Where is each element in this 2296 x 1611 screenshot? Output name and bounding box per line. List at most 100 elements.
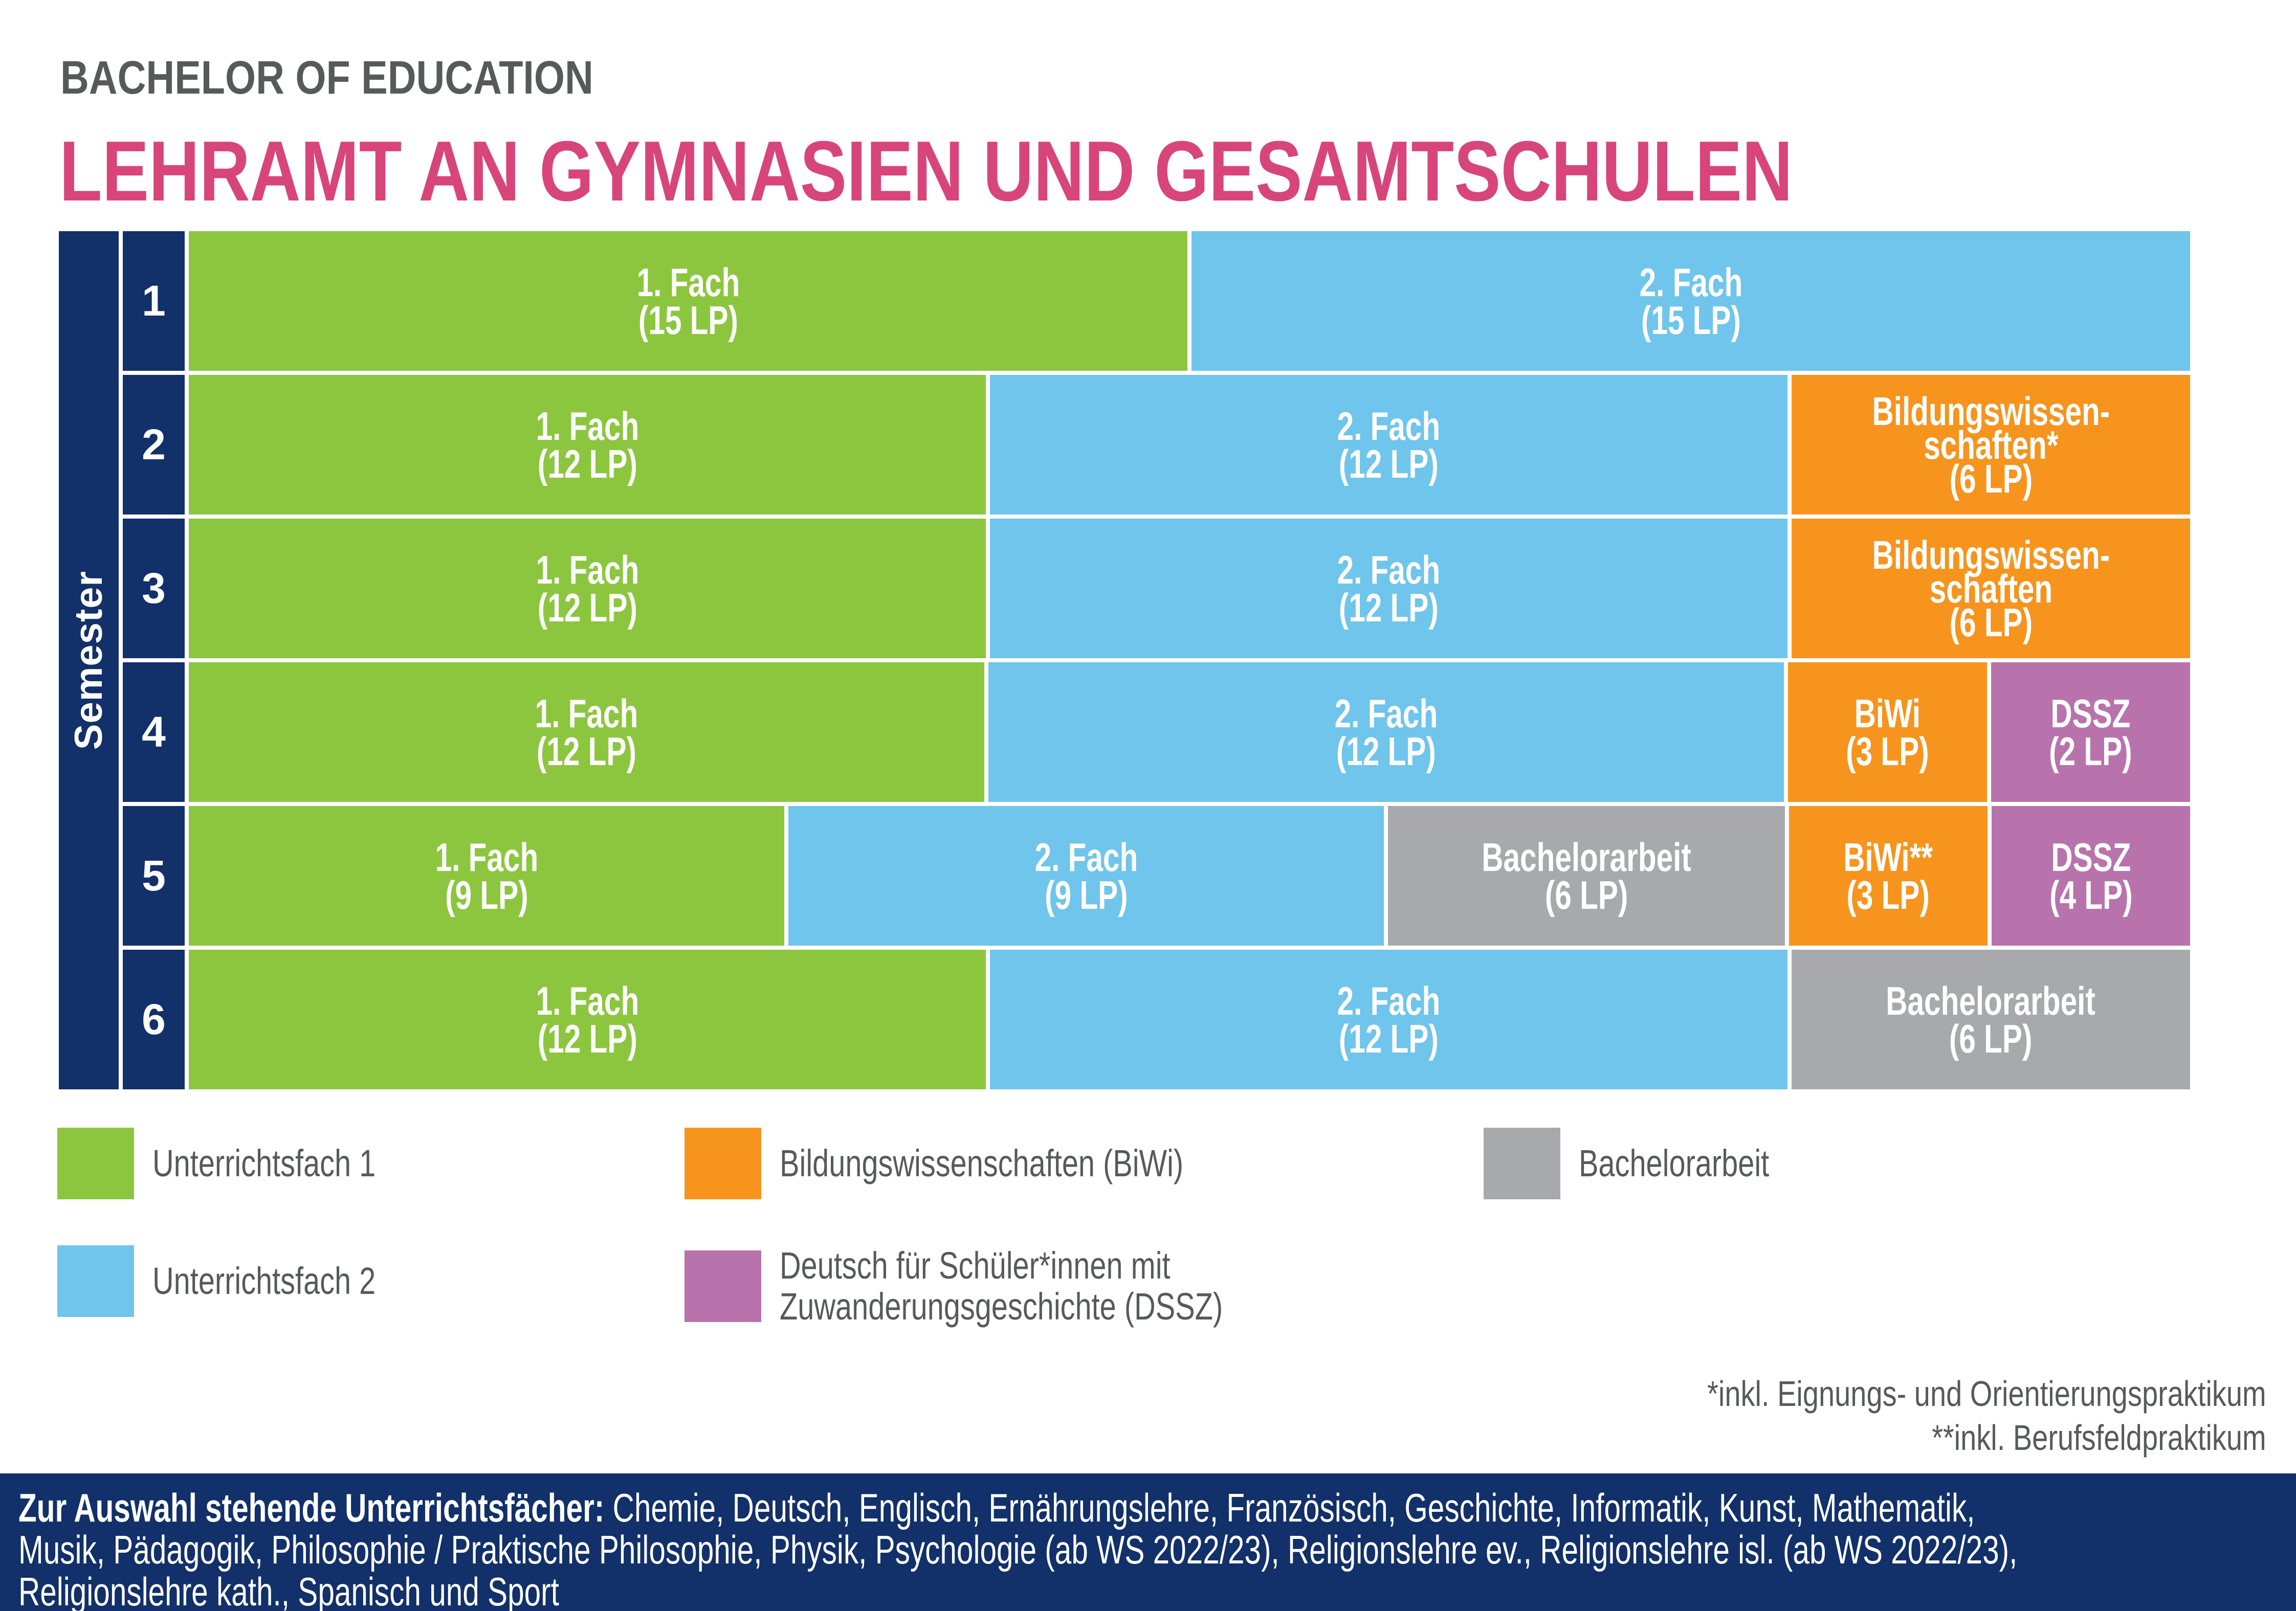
subject-footer-bar: Zur Auswahl stehende Unterrichtsfächer: … — [0, 1473, 2296, 1611]
block-label-line: (12 LP) — [1339, 441, 1439, 486]
block-sem3-2: 2. Fach (12 LP) — [990, 519, 1787, 658]
legend-swatch-blue — [57, 1245, 134, 1317]
footer-line-text: Religionslehre kath., Spanisch und Sport — [18, 1569, 559, 1611]
block-label-line: (12 LP) — [537, 441, 637, 486]
block-label-line: 1. Fach — [536, 547, 639, 592]
legend-item-green: Unterrichtsfach 1 — [57, 1128, 438, 1199]
block-label: BiWi** (3 LP) — [1843, 834, 1933, 915]
semester-cells: 1. Fach (9 LP) 2. Fach (9 LP) Bachelorarbeit… — [189, 806, 2190, 946]
block-label: BiWi (3 LP) — [1846, 690, 1930, 774]
legend-item-orange: Bildungswissenschaften (BiWi) — [685, 1128, 1348, 1199]
block-sem5-3: Bachelorarbeit (6 LP) — [1388, 806, 1785, 946]
block-label: 2. Fach (9 LP) — [1034, 834, 1138, 915]
degree-eyebrow: BACHELOR OF EDUCATION — [60, 52, 593, 104]
semester-axis-label: Semester — [67, 570, 111, 750]
footer-line: Zur Auswahl stehende Unterrichtsfächer: … — [18, 1485, 1975, 1530]
semester-row-2: 2 1. Fach (12 LP) 2. Fach (12 LP) Bildungswis… — [123, 375, 2191, 514]
legend-label-line: Unterrichtsfach 1 — [152, 1142, 376, 1184]
block-sem4-4: DSSZ (2 LP) — [1991, 662, 2190, 802]
legend-label-line: Bachelorarbeit — [1579, 1142, 1770, 1184]
block-label-line: 2. Fach — [1034, 834, 1138, 880]
legend-label: Bildungswissenschaften (BiWi) — [780, 1143, 1183, 1184]
block-label-line: (15 LP) — [1641, 297, 1741, 343]
footer-line-bold: Zur Auswahl stehende Unterrichtsfächer: — [18, 1485, 605, 1530]
semester-cells: 1. Fach (12 LP) 2. Fach (12 LP) Bachelorarbe… — [189, 950, 2191, 1089]
block-label: Bachelorarbeit (6 LP) — [1886, 981, 2096, 1061]
semester-number: 6 — [123, 950, 185, 1089]
block-label-line: (4 LP) — [2049, 872, 2133, 918]
block-label: 2. Fach (12 LP) — [1335, 693, 1438, 771]
block-label: 2. Fach (12 LP) — [1337, 547, 1441, 628]
footnotes: *inkl. Eignungs- und Orientierungsprakti… — [1707, 1372, 2266, 1460]
semester-cells: 1. Fach (12 LP) 2. Fach (12 LP) Bildungswiss… — [189, 519, 2191, 658]
block-label-line: BiWi** — [1843, 834, 1933, 880]
footer-line-text: Chemie, Deutsch, Englisch, Ernährungsleh… — [604, 1485, 1975, 1530]
block-label: 1. Fach (12 LP) — [535, 693, 638, 774]
block-label-line: 2. Fach — [1639, 259, 1742, 305]
semester-number: 5 — [123, 806, 185, 946]
footer-line-text: Musik, Pädagogik, Philosophie / Praktisc… — [18, 1527, 2018, 1572]
block-sem3-1: 1. Fach (12 LP) — [189, 519, 986, 658]
legend-item-purple: Deutsch für Schüler*innen mit Zuwanderung… — [685, 1245, 1348, 1327]
block-label-line: 1. Fach — [536, 403, 639, 449]
block-sem4-1: 1. Fach (12 LP) — [189, 662, 985, 802]
block-sem6-3: Bachelorarbeit (6 LP) — [1791, 950, 2191, 1089]
block-label-line: (6 LP) — [1949, 1016, 2033, 1061]
block-sem6-2: 2. Fach (12 LP) — [990, 950, 1787, 1089]
block-label-line: schaften* — [1923, 422, 2059, 467]
study-plan-table: Semester 1 1. Fach (15 LP) 2. Fach (15 LP) 2 1… — [59, 231, 2191, 1089]
block-label: 2. Fach (15 LP) — [1639, 259, 1742, 343]
block-label-line: (12 LP) — [537, 728, 637, 774]
legend-column-subjects: Unterrichtsfach 1 Unterrichtsfach 2 — [57, 1128, 438, 1317]
block-sem6-1: 1. Fach (12 LP) — [189, 950, 986, 1089]
legend-item-blue: Unterrichtsfach 2 — [57, 1245, 438, 1317]
legend-label: Unterrichtsfach 2 — [152, 1261, 376, 1302]
legend-column-biwi-dssz: Bildungswissenschaften (BiWi) Deutsch für… — [685, 1128, 1348, 1327]
semester-row-3: 3 1. Fach (12 LP) 2. Fach (12 LP) Bildungswis… — [123, 519, 2191, 658]
block-label: 1. Fach (15 LP) — [636, 262, 740, 343]
block-sem4-2: 2. Fach (12 LP) — [988, 662, 1784, 802]
block-label-line: 1. Fach — [536, 978, 639, 1023]
block-label: 1. Fach (12 LP) — [536, 978, 639, 1061]
block-label-line: (12 LP) — [1339, 1016, 1439, 1061]
block-label-line: Bildungswissen- — [1872, 388, 2110, 434]
legend-label: Deutsch für Schüler*innen mit Zuwanderung… — [780, 1245, 1223, 1327]
semester-axis: Semester — [59, 231, 119, 1089]
legend-swatch-green — [57, 1128, 134, 1199]
block-label-line: (12 LP) — [537, 1016, 637, 1061]
block-label-line: (3 LP) — [1846, 728, 1930, 774]
legend-item-gray: Bachelorarbeit — [1484, 1128, 1823, 1199]
block-label-line: DSSZ — [2050, 690, 2131, 736]
page-title: LEHRAMT AN GYMNASIEN UND GESAMTSCHULEN — [59, 124, 1793, 219]
block-label-line: (15 LP) — [638, 297, 738, 343]
block-sem5-1: 1. Fach (9 LP) — [189, 806, 784, 946]
block-sem2-2: 2. Fach (12 LP) — [990, 375, 1787, 514]
block-sem4-3: BiWi (3 LP) — [1788, 662, 1988, 802]
legend-label-line: Bildungswissenschaften (BiWi) — [780, 1142, 1184, 1184]
semester-cells: 1. Fach (15 LP) 2. Fach (15 LP) — [189, 231, 2190, 371]
semester-number: 4 — [123, 662, 185, 802]
block-label: Bachelorarbeit (6 LP) — [1482, 837, 1691, 918]
block-label-line: (6 LP) — [1544, 872, 1628, 918]
block-label-line: BiWi — [1855, 690, 1921, 736]
semester-row-1: 1 1. Fach (15 LP) 2. Fach (15 LP) — [123, 231, 2190, 371]
legend-swatch-orange — [685, 1128, 761, 1199]
block-label-line: (6 LP) — [1949, 599, 2033, 645]
legend-label: Bachelorarbeit — [1579, 1143, 1769, 1184]
block-sem1-1: 1. Fach (15 LP) — [189, 231, 1187, 371]
footnote-line: *inkl. Eignungs- und Orientierungsprakti… — [1707, 1374, 2266, 1414]
block-label-line: (12 LP) — [537, 585, 637, 630]
block-label-line: 2. Fach — [1337, 547, 1441, 592]
semester-row-6: 6 1. Fach (12 LP) 2. Fach (12 LP) Bachelorarb… — [123, 950, 2191, 1089]
block-label-line: 1. Fach — [435, 834, 538, 880]
block-label: DSSZ (4 LP) — [2049, 837, 2133, 918]
block-label-line: schaften — [1929, 566, 2052, 611]
block-sem2-1: 1. Fach (12 LP) — [189, 375, 986, 514]
legend-label-line: Deutsch für Schüler*innen mit — [780, 1244, 1171, 1287]
block-label: 1. Fach (12 LP) — [536, 547, 639, 630]
block-sem5-4: BiWi** (3 LP) — [1789, 806, 1988, 946]
block-sem1-2: 2. Fach (15 LP) — [1191, 231, 2190, 371]
legend-swatch-gray — [1484, 1128, 1560, 1199]
semester-number: 2 — [123, 375, 185, 514]
block-label-line: (6 LP) — [1949, 456, 2033, 501]
